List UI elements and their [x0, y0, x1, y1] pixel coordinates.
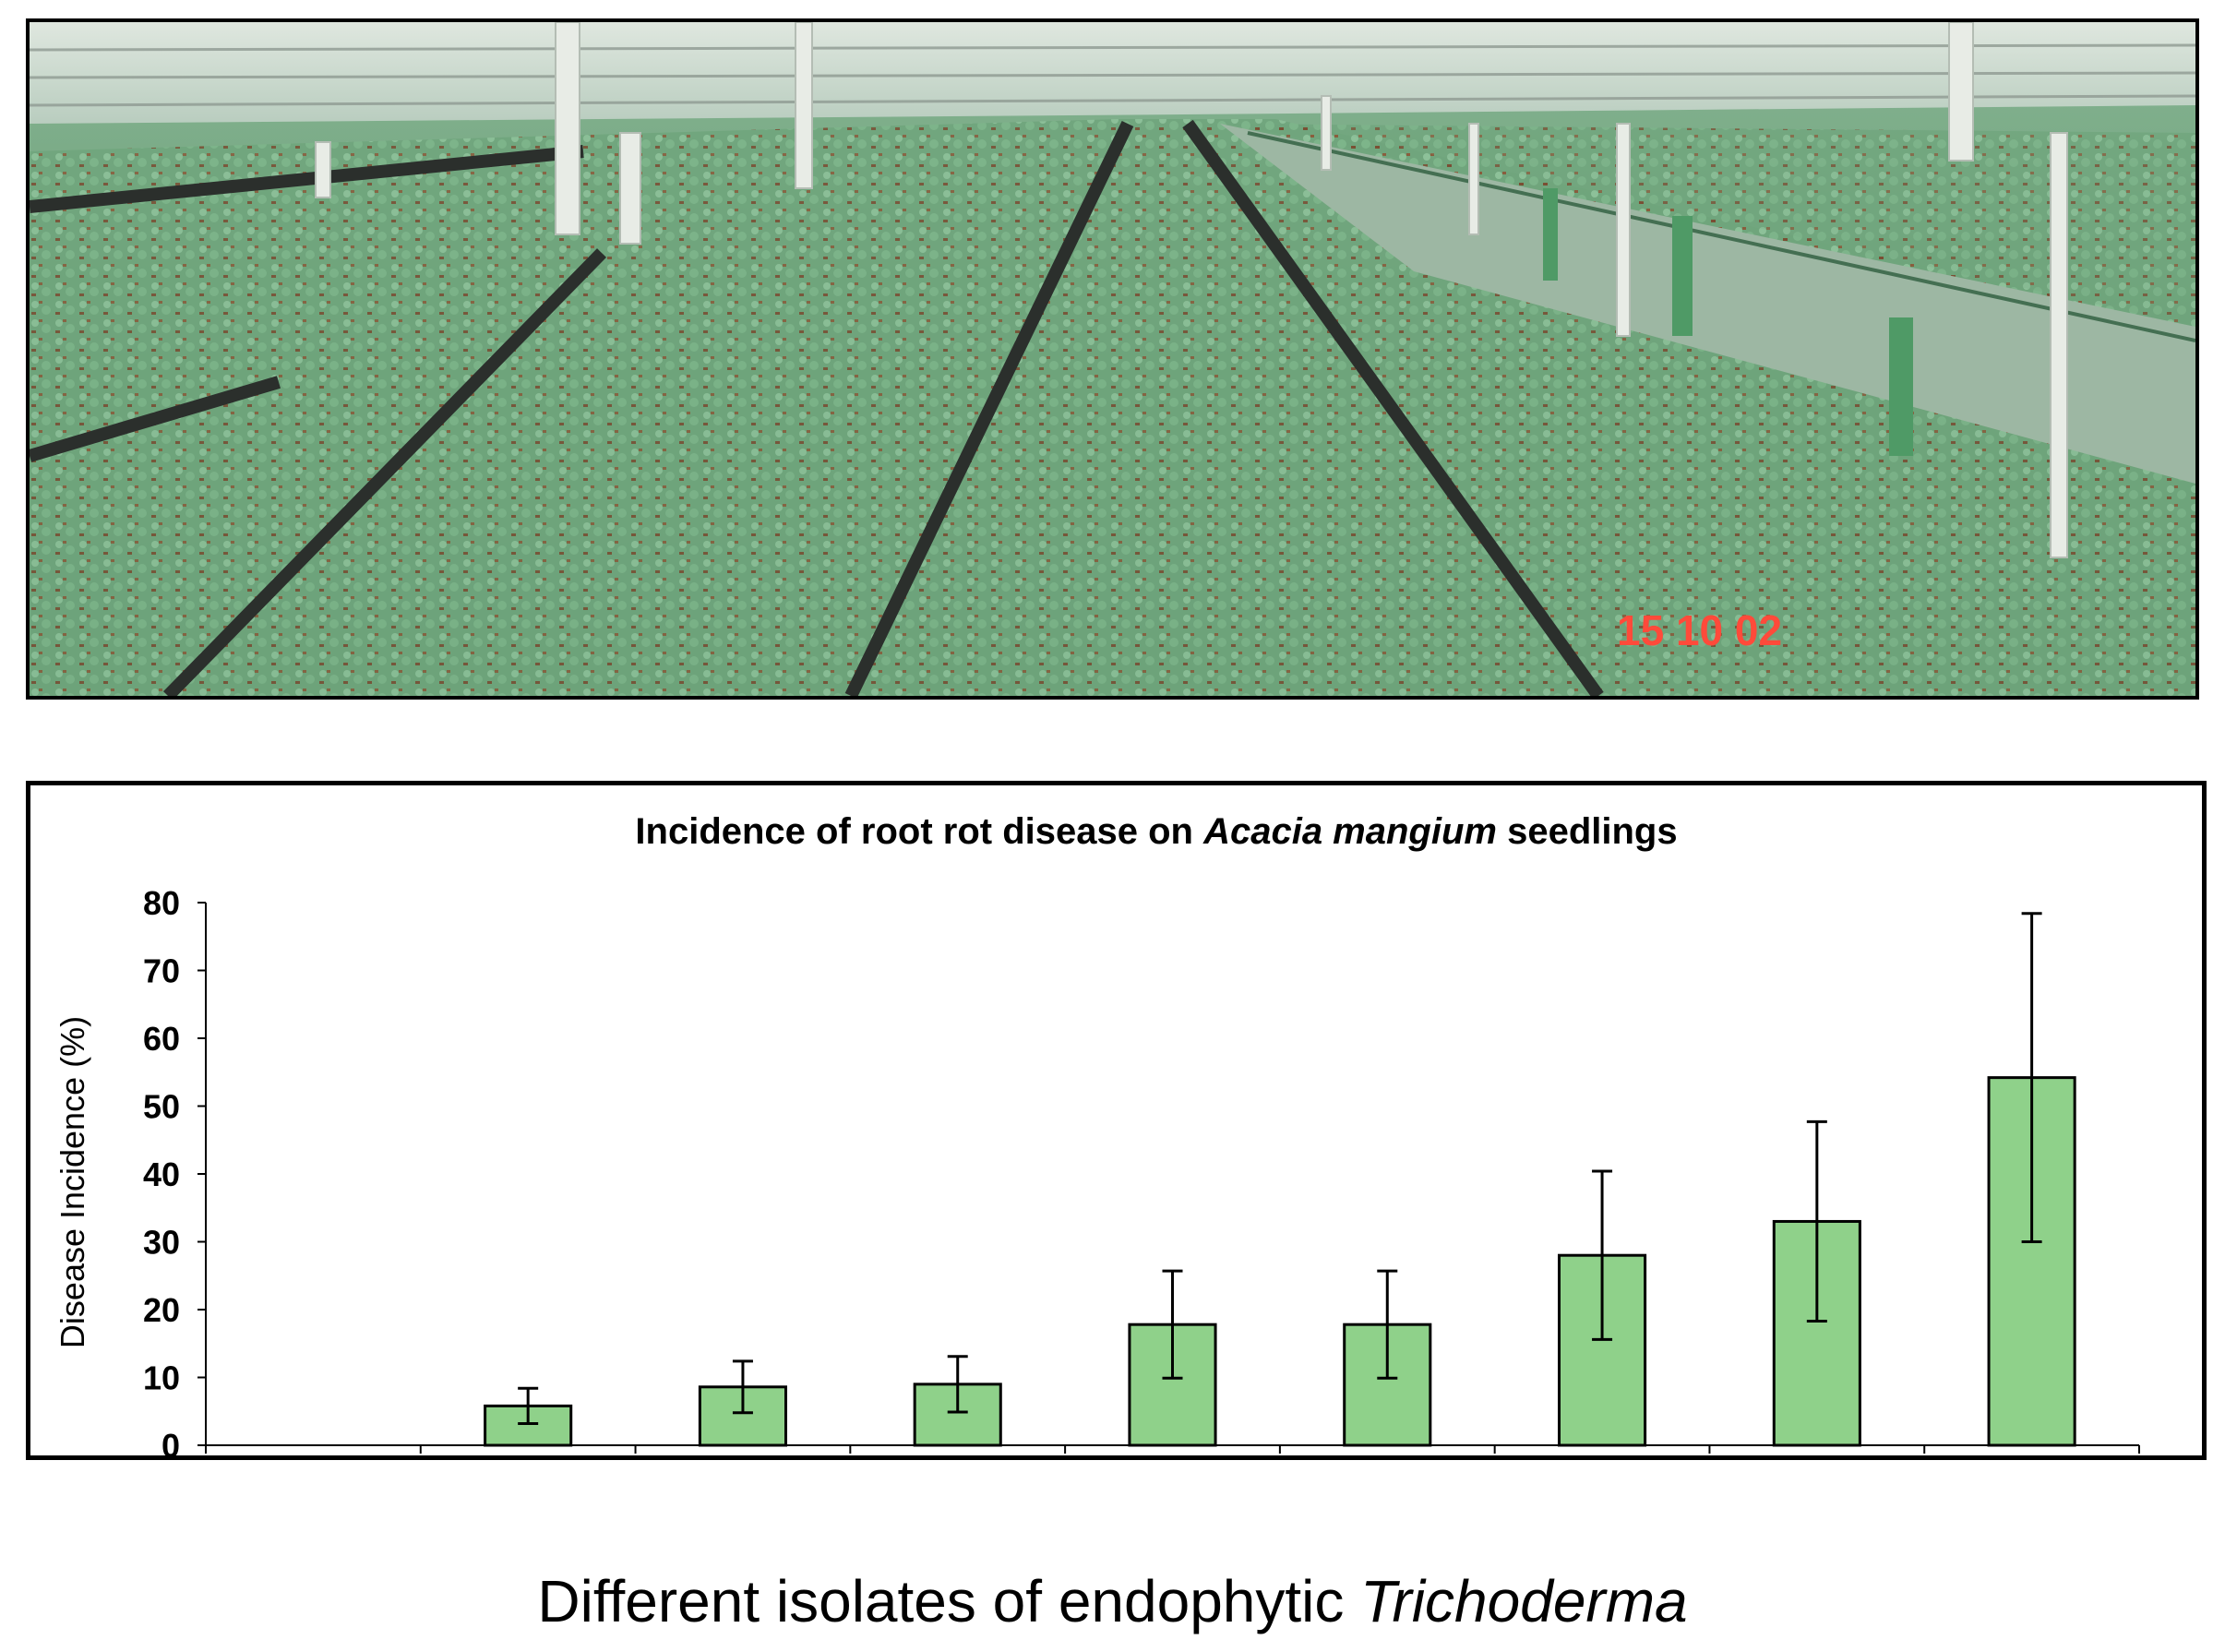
chart-title-part-3: seedlings	[1497, 811, 1678, 852]
photo-date-stamp: 15 10 02	[1617, 606, 1782, 654]
chart-error-bars	[518, 912, 2042, 1425]
chart-panel: Incidence of root rot disease on Acacia …	[26, 781, 2207, 1460]
y-tick-label: 30	[143, 1224, 180, 1262]
x-axis-label-part-2: Trichoderma	[1360, 1568, 1688, 1634]
y-axis-label: Disease Incidence (%)	[54, 1016, 91, 1348]
y-tick-label: 0	[161, 1427, 180, 1455]
nursery-photo-image: 15 10 02	[30, 22, 2195, 696]
y-tick-label: 60	[143, 1020, 180, 1058]
y-tick-label: 10	[143, 1359, 180, 1397]
bar-chart: Incidence of root rot disease on Acacia …	[54, 811, 2140, 1455]
chart-title-part-2: Acacia mangium	[1202, 811, 1497, 852]
chart-title-part-1: Incidence of root rot disease on	[635, 811, 1203, 852]
y-tick-label: 40	[143, 1155, 180, 1193]
y-tick-label: 80	[143, 884, 180, 922]
x-axis-label: Different isolates of endophytic Trichod…	[0, 1567, 2225, 1635]
y-tick-label: 20	[143, 1291, 180, 1329]
chart-bars	[484, 1076, 2076, 1447]
nursery-photo: 15 10 02	[26, 18, 2199, 700]
y-tick-label: 70	[143, 952, 180, 990]
chart-title: Incidence of root rot disease on Acacia …	[635, 811, 1677, 852]
y-tick-label: 50	[143, 1088, 180, 1126]
x-axis-label-part-1: Different isolates of endophytic	[537, 1568, 1361, 1634]
